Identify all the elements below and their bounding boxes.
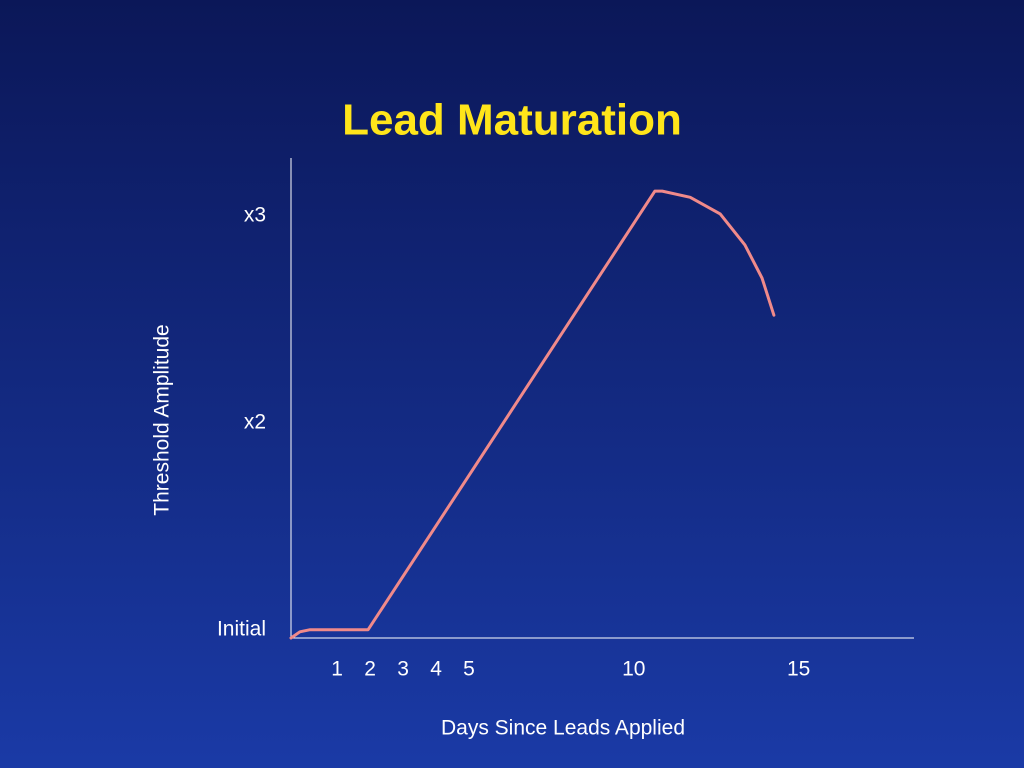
x-tick-label: 2 <box>364 658 376 681</box>
x-tick-label: 3 <box>397 658 409 681</box>
x-tick-label: 5 <box>463 658 475 681</box>
y-tick-label: x2 <box>244 410 266 433</box>
y-tick-label: x3 <box>244 203 266 226</box>
x-tick-label: 15 <box>787 658 810 681</box>
x-tick-label: 10 <box>622 658 645 681</box>
y-tick-label: Initial <box>217 617 266 640</box>
x-tick-label: 1 <box>331 658 343 681</box>
chart-title: Lead Maturation <box>342 96 682 145</box>
x-tick-label: 4 <box>430 658 442 681</box>
x-axis-label: Days Since Leads Applied <box>441 717 685 740</box>
y-axis-label: Threshold Amplitude <box>151 324 174 515</box>
data-line <box>289 189 776 640</box>
